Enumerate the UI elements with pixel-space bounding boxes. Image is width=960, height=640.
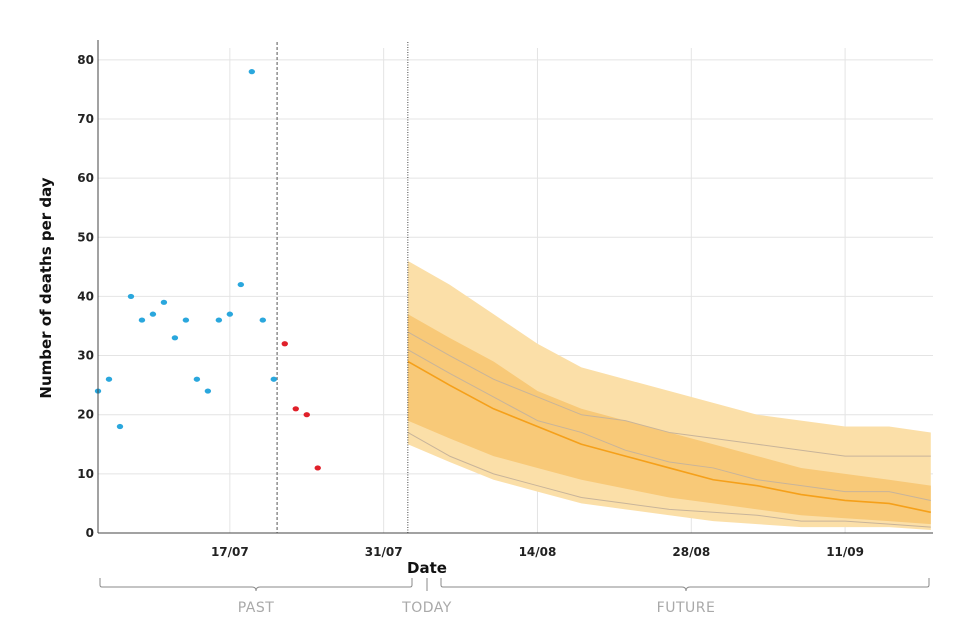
x-tick-label: 17/07: [211, 545, 249, 559]
observed-point: [226, 311, 234, 317]
incomplete-point: [303, 412, 310, 418]
incomplete-point: [292, 406, 299, 412]
x-tick-label: 31/07: [365, 545, 403, 559]
x-tick-label: 11/09: [826, 545, 864, 559]
observed-point: [215, 317, 223, 323]
median-forecast-line: [407, 360, 931, 514]
observed-point: [149, 311, 157, 317]
observed-point: [270, 376, 277, 382]
inner-confidence-band: [407, 314, 931, 525]
forecast-bands: [407, 260, 931, 531]
incomplete-point: [281, 341, 288, 347]
y-tick-label: 80: [77, 53, 94, 67]
past-label: PAST: [238, 600, 275, 616]
y-tick-label: 20: [77, 408, 94, 422]
y-tick-label: 40: [77, 289, 94, 303]
observed-point: [237, 281, 245, 288]
y-tick-label: 60: [77, 171, 94, 185]
marker-lines: [276, 42, 409, 533]
observed-point: [138, 317, 146, 323]
y-tick-label: 0: [86, 526, 94, 540]
observed-point: [116, 423, 124, 430]
y-tick-label: 10: [77, 467, 94, 481]
observed-point: [193, 376, 201, 382]
y-tick-label: 30: [77, 349, 94, 363]
x-tick-label: 14/08: [519, 545, 557, 559]
future-bracket: [440, 578, 930, 592]
past-bracket: [99, 578, 413, 592]
data-points: [94, 69, 321, 471]
observed-point: [160, 299, 168, 305]
axes: [97, 40, 933, 534]
y-tick-label: 50: [77, 230, 94, 244]
observed-point: [182, 317, 190, 323]
today-label: TODAY: [401, 600, 452, 616]
x-tick-labels: 17/07 31/07 14/08 28/08 11/09: [211, 545, 864, 559]
observed-point: [127, 293, 135, 300]
observed-point: [259, 317, 267, 323]
forecast-lines: [407, 331, 931, 528]
future-label: FUTURE: [657, 600, 716, 616]
incomplete-point: [314, 465, 321, 471]
x-axis-title: Date: [407, 559, 447, 577]
observed-point: [204, 388, 212, 394]
scenario-line-mid: [407, 349, 931, 501]
y-tick-label: 70: [77, 112, 94, 126]
observed-point: [171, 335, 179, 341]
y-tick-labels: 0 10 20 30 40 50 60 70 80: [77, 53, 94, 540]
observed-point: [105, 376, 113, 382]
period-brackets: PAST TODAY FUTURE: [99, 578, 930, 616]
x-tick-label: 28/08: [672, 545, 710, 559]
observed-point: [248, 69, 256, 75]
scenario-line-lower: [407, 432, 931, 528]
scenario-line-upper: [407, 331, 931, 457]
y-axis-title: Number of deaths per day: [37, 177, 55, 398]
